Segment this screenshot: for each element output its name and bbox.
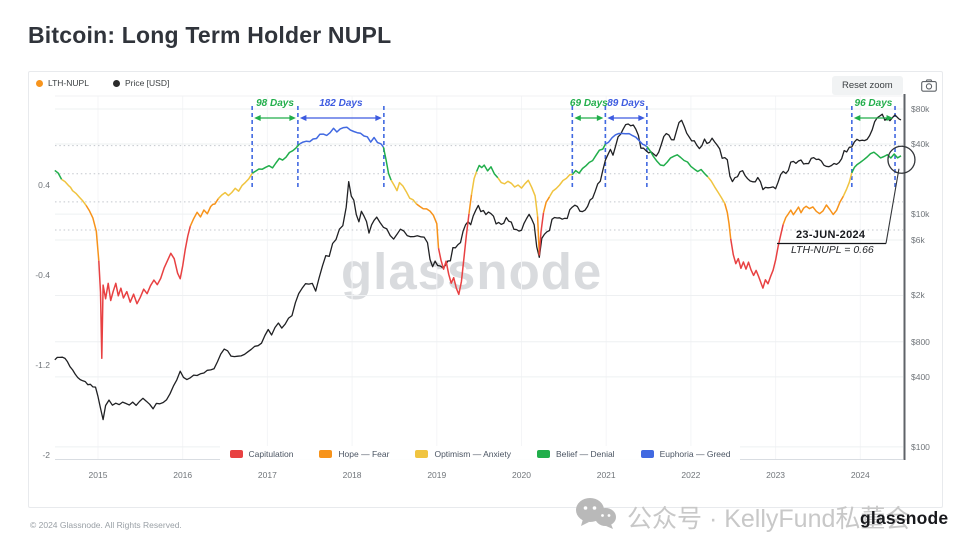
- series-legend-label: Price [USD]: [124, 78, 170, 88]
- glassnode-logo: glassnode: [860, 508, 949, 528]
- callout-value: LTH-NUPL = 0.66: [791, 244, 874, 256]
- band-legend-swatch: [536, 450, 550, 458]
- band-legend-swatch: [319, 450, 333, 458]
- x-axis-tick: 2021: [596, 470, 616, 480]
- right-axis-tick: $100: [911, 441, 930, 452]
- right-axis-tick: $6k: [911, 234, 925, 245]
- left-axis-tick: -0.4: [35, 270, 50, 280]
- series-legend: LTH-NUPL Price [USD]: [36, 78, 169, 88]
- x-axis-tick: 2024: [850, 470, 870, 480]
- x-axis-tick: 2018: [342, 470, 362, 480]
- callout-date: 23-JUN-2024: [796, 229, 866, 241]
- right-axis-tick: $2k: [911, 290, 925, 301]
- right-axis-tick: $10k: [911, 209, 930, 220]
- band-legend-label: Capitulation: [248, 449, 294, 459]
- x-axis-tick: 2022: [681, 470, 701, 480]
- band-legend-item: Capitulation: [229, 449, 294, 459]
- series-legend-item[interactable]: LTH-NUPL: [36, 78, 89, 88]
- copyright-text: © 2024 Glassnode. All Rights Reserved.: [30, 520, 182, 530]
- band-legend-label: Optimism — Anxiety: [434, 449, 511, 459]
- camera-icon[interactable]: [921, 79, 937, 97]
- wechat-banner: 公众号 · KellyFund私董会: [575, 497, 910, 536]
- right-axis-tick: $400: [911, 371, 930, 382]
- wechat-icon: [575, 497, 617, 536]
- band-legend-swatch: [229, 450, 243, 458]
- x-axis-tick: 2023: [766, 470, 786, 480]
- glassnode-watermark: glassnode: [341, 243, 603, 300]
- series-legend-item[interactable]: Price [USD]: [112, 78, 170, 88]
- x-axis-tick: 2016: [173, 470, 193, 480]
- left-axis-tick: -1.2: [35, 360, 50, 370]
- band-legend: Capitulation Hope — Fear Optimism — Anxiet…: [55, 446, 905, 462]
- wechat-text: 公众号 · KellyFund私董会: [627, 504, 911, 533]
- x-axis-tick: 2015: [88, 470, 108, 480]
- x-axis-tick: 2020: [512, 470, 531, 480]
- band-legend-item: Hope — Fear: [319, 449, 389, 459]
- series-legend-label: LTH-NUPL: [48, 78, 89, 88]
- band-legend-item: Optimism — Anxiety: [415, 449, 511, 459]
- right-axis-tick: $800: [911, 336, 930, 347]
- band-legend-swatch: [640, 450, 654, 458]
- reset-zoom-button[interactable]: Reset zoom: [832, 76, 903, 95]
- band-legend-label: Hope — Fear: [338, 449, 390, 459]
- right-axis-tick: $40k: [911, 139, 930, 150]
- page-title: Bitcoin: Long Term Holder NUPL: [28, 22, 392, 48]
- band-legend-item: Euphoria — Greed: [640, 449, 731, 459]
- x-axis-tick: 2019: [427, 470, 447, 480]
- right-axis-tick: $80k: [911, 104, 930, 114]
- series-legend-dot: [112, 79, 120, 87]
- band-legend-label: Belief — Denial: [555, 449, 615, 459]
- series-legend-dot: [36, 79, 43, 87]
- band-legend-swatch: [415, 450, 429, 458]
- left-axis-tick: -2: [42, 450, 50, 460]
- band-legend-item: Belief — Denial: [536, 449, 615, 459]
- left-axis-tick: 0.4: [38, 180, 50, 190]
- band-legend-label: Euphoria — Greed: [659, 449, 731, 459]
- x-axis-tick: 2017: [257, 470, 277, 480]
